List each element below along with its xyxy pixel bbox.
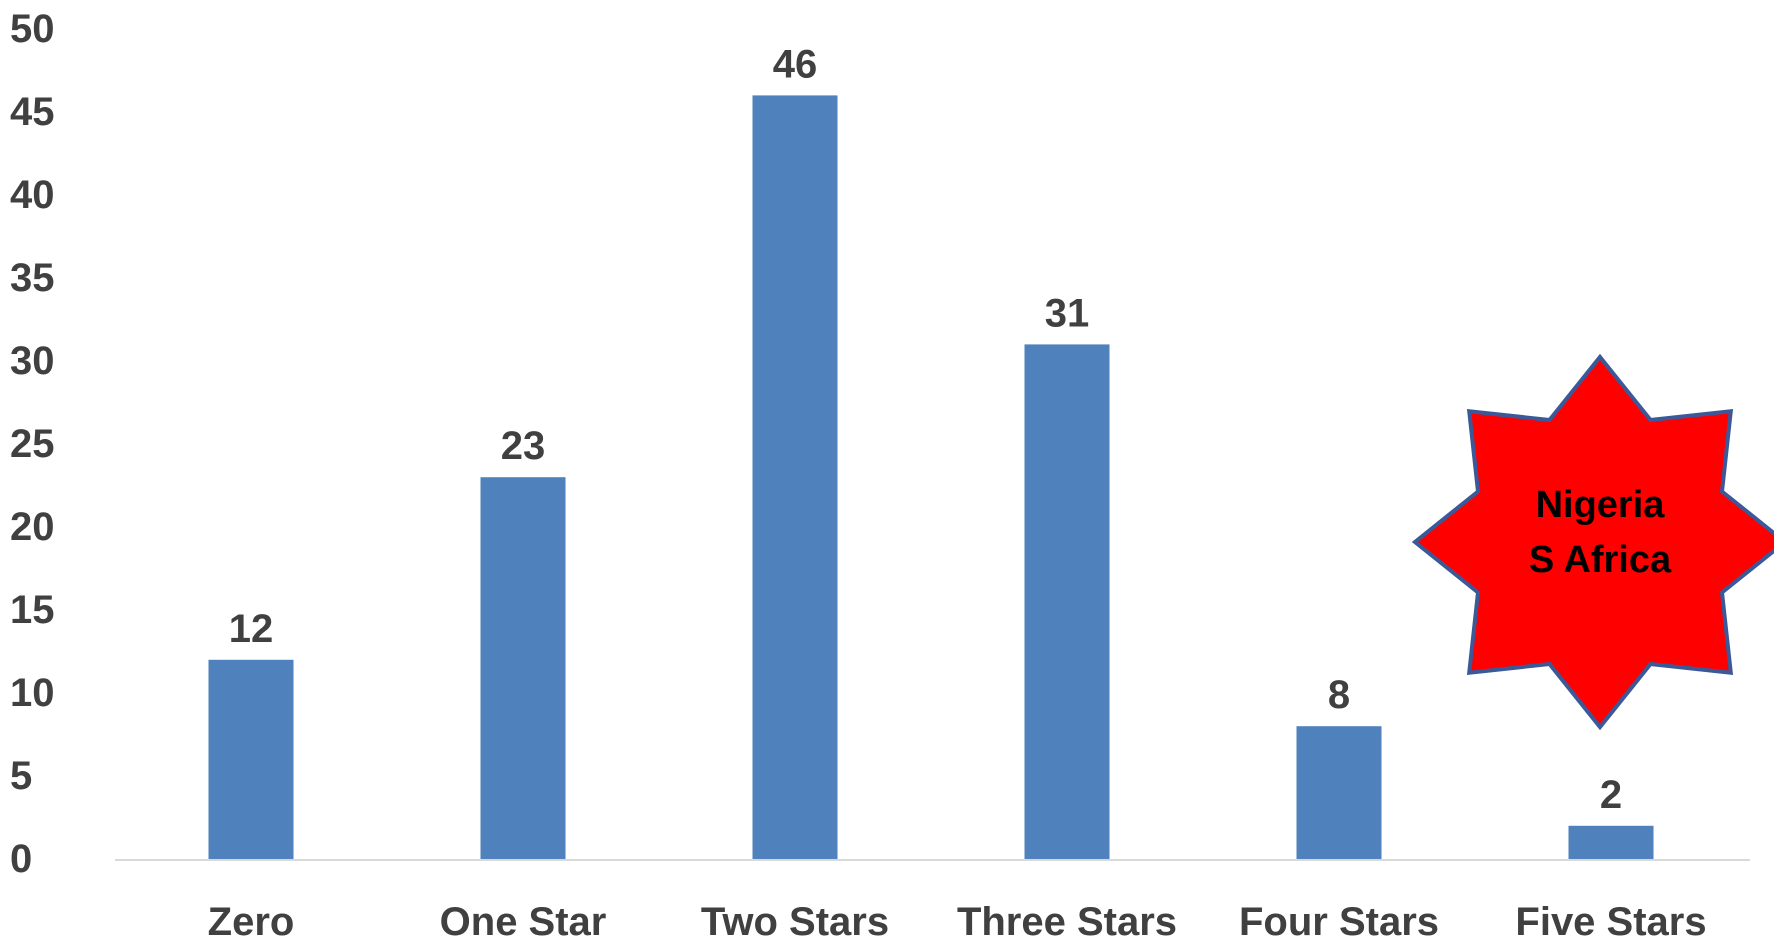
x-tick-label: Three Stars: [957, 900, 1177, 941]
y-tick-label: 45: [10, 90, 55, 134]
y-tick-label: 50: [10, 7, 55, 51]
y-tick-label: 15: [10, 588, 55, 632]
data-label: 2: [1600, 773, 1622, 817]
y-tick-label: 0: [10, 837, 32, 881]
y-tick-label: 30: [10, 339, 55, 383]
data-label: 46: [773, 42, 818, 86]
bar: [752, 95, 838, 859]
y-axis: 0 5 10 15 20 25 30 35 40 45 50: [10, 7, 55, 881]
callout-star: Nigeria S Africa: [1411, 353, 1774, 731]
data-label: 23: [501, 424, 546, 468]
x-tick-label: One Star: [440, 900, 607, 941]
y-tick-label: 35: [10, 256, 55, 300]
x-axis: Zero One Star Two Stars Three Stars Four Sta…: [208, 900, 1707, 944]
bar: [1296, 726, 1382, 859]
y-tick-label: 40: [10, 173, 55, 217]
x-tick-label: Five Stars: [1515, 900, 1706, 941]
bar: [480, 477, 566, 859]
bar: [1024, 344, 1110, 859]
callout-line-1: Nigeria: [1536, 484, 1666, 526]
y-tick-label: 5: [10, 754, 32, 798]
data-label: 8: [1328, 673, 1350, 717]
bar: [208, 659, 294, 859]
data-label: 12: [229, 607, 274, 651]
callout-line-2: S Africa: [1529, 539, 1672, 581]
star-burst-shape: [1411, 353, 1774, 731]
bars: [208, 95, 1654, 859]
bar: [1568, 825, 1654, 859]
x-tick-label: Two Stars: [701, 900, 889, 941]
data-label: 31: [1045, 291, 1090, 335]
data-labels: 12 23 46 31 8 2: [229, 42, 1622, 816]
y-tick-label: 10: [10, 671, 55, 715]
y-tick-label: 20: [10, 505, 55, 549]
x-tick-label: Four Stars: [1239, 900, 1439, 941]
x-tick-label: Zero: [208, 900, 295, 941]
y-tick-label: 25: [10, 422, 55, 466]
